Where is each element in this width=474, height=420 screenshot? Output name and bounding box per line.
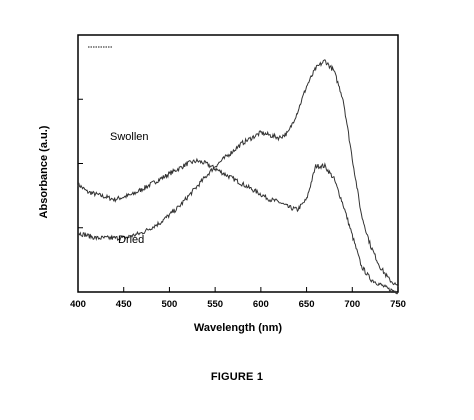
- x-axis-label: Wavelength (nm): [194, 322, 283, 334]
- x-tick-label: 550: [207, 299, 223, 310]
- series-layer: [77, 59, 399, 295]
- x-tick-label: 650: [299, 299, 315, 310]
- x-axis-ticks: 400 450 500 550 600 650 700 750: [70, 287, 406, 310]
- y-axis-ticks: [78, 34, 83, 293]
- x-tick-label: 600: [253, 299, 269, 310]
- plot-frame: [77, 34, 399, 293]
- series-line-swollen: [77, 157, 399, 295]
- x-tick-label: 500: [161, 299, 177, 310]
- x-tick-label: 700: [344, 299, 360, 310]
- x-tick-label: 400: [70, 299, 86, 310]
- y-axis-label: Absorbance (a.u.): [38, 125, 50, 218]
- series-line-dried: [77, 59, 399, 288]
- figure-caption: FIGURE 1: [210, 371, 264, 383]
- x-tick-label: 450: [116, 299, 132, 310]
- annotation-dried: Dried: [118, 234, 144, 246]
- annotation-swollen: Swollen: [110, 131, 149, 143]
- x-tick-label: 750: [390, 299, 406, 310]
